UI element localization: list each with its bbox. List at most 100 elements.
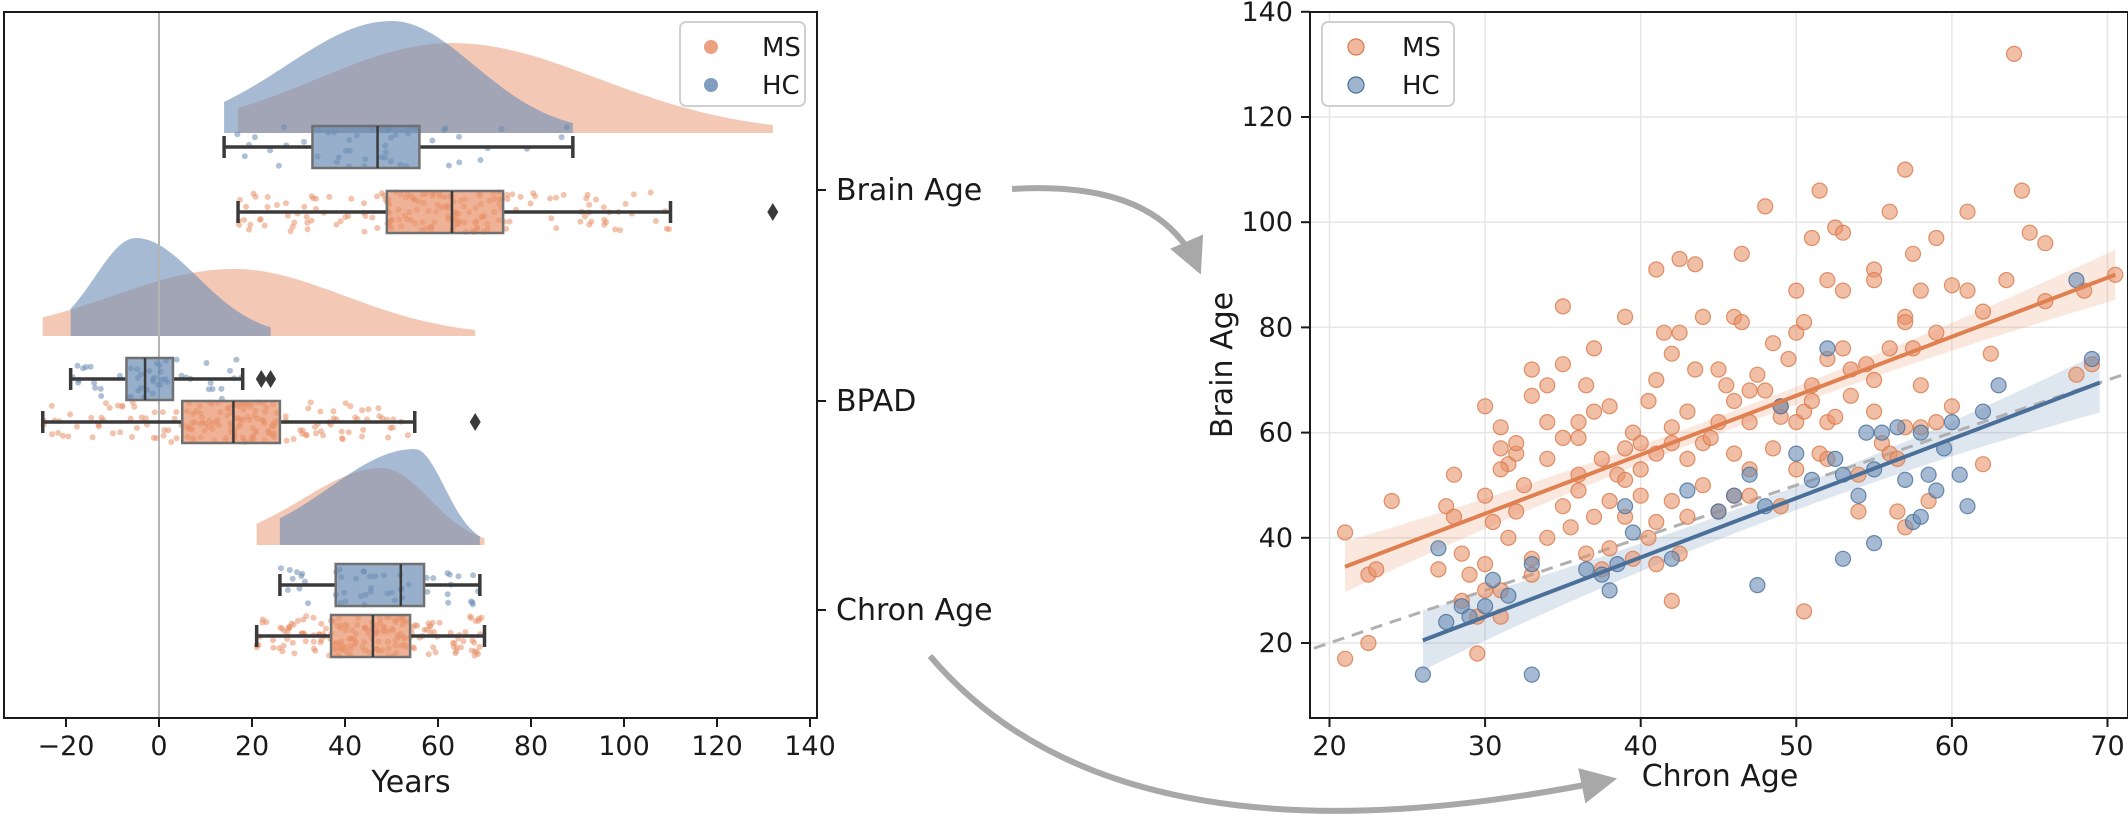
scatter-point-ms (1601, 398, 1618, 415)
jitter-point-ms (274, 202, 280, 208)
scatter-point-ms (1928, 324, 1945, 341)
jitter-point-hc (455, 573, 462, 580)
jitter-point-ms (432, 649, 439, 656)
box-plots (41, 124, 779, 659)
jitter-point-ms (532, 193, 539, 200)
scatter-point-hc (1912, 508, 1929, 525)
box-hc-2 (334, 562, 426, 608)
jitter-point-ms (49, 431, 55, 438)
scatter-point-ms (1718, 377, 1735, 394)
jitter-point-ms (317, 408, 324, 415)
jitter-point-ms (281, 628, 288, 634)
category-labels: Brain Age BPAD Chron Age (817, 173, 993, 628)
jitter-point-hc (563, 124, 570, 131)
scatter-point-hc (1500, 587, 1517, 604)
jitter-point-hc (445, 162, 452, 169)
scatter-point-ms (1679, 450, 1696, 467)
jitter-point-ms (584, 191, 591, 198)
jitter-point-ms (161, 427, 168, 434)
scatter-point-ms (1469, 645, 1486, 662)
scatter-point-hc (1928, 482, 1945, 499)
category-label: Chron Age (836, 593, 993, 628)
raincloud-panel: −20 0 20 40 60 80 100 120 140 Brain Age BPAD Chron… (3, 11, 993, 800)
jitter-point-ms (291, 219, 298, 226)
scatter-point-ms (1648, 513, 1665, 531)
scatter-point-ms (1764, 440, 1782, 457)
jitter-point-ms (302, 638, 309, 645)
scatter-point-ms (1733, 245, 1750, 262)
scatter-point-ms (1593, 450, 1610, 467)
scatter-point-ms (1336, 650, 1354, 667)
jitter-point-ms (338, 428, 345, 435)
scatter-point-ms (1383, 492, 1400, 510)
scatter-point-ms (1897, 314, 1914, 331)
scatter-point-ms (1725, 392, 1743, 410)
jitter-point-ms (447, 629, 454, 636)
jitter-point-ms (236, 221, 243, 228)
scatter-panel: 20 30 40 50 60 70 20 40 60 80 100 120 140 Chron Age… (1205, 0, 2128, 794)
jitter-point-ms (119, 403, 126, 410)
scatter-point-ms (1663, 592, 1680, 610)
scatter-point-ms (1554, 429, 1572, 446)
scatter-point-ms (1632, 487, 1649, 504)
jitter-point-hc (98, 393, 105, 399)
scatter-point-ms (1974, 303, 1992, 320)
jitter-point-ms (647, 189, 654, 196)
jitter-point-ms (527, 200, 534, 207)
jitter-point-ms (601, 216, 608, 223)
category-label: Brain Age (836, 173, 982, 208)
scatter-point-hc (1725, 487, 1743, 504)
scatter-point-ms (1788, 282, 1805, 299)
right-y-axis-label: Brain Age (1205, 292, 1240, 438)
jitter-point-hc (227, 367, 233, 374)
jitter-point-ms (427, 629, 434, 636)
scatter-point-hc (1616, 498, 1634, 515)
jitter-point-ms (517, 193, 524, 200)
jitter-point-ms (102, 400, 109, 407)
scatter-point-ms (1881, 340, 1898, 357)
scatter-point-hc (1920, 466, 1937, 483)
scatter-point-ms (1687, 361, 1704, 378)
jitter-point-ms (89, 434, 96, 441)
scatter-point-ms (1912, 377, 1929, 394)
jitter-point-hc (251, 134, 258, 141)
scatter-point-hc (1624, 524, 1642, 541)
jitter-point-ms (279, 648, 286, 655)
scatter-point-ms (1943, 398, 1961, 415)
scatter-point-ms (1671, 324, 1688, 341)
outlier-marker (255, 370, 267, 388)
jitter-point-ms (429, 619, 436, 626)
scatter-point-hc (2083, 350, 2100, 368)
scatter-point-ms (1554, 498, 1572, 515)
jitter-point-ms (365, 406, 372, 413)
scatter-point-ms (1539, 414, 1556, 431)
jitter-point-hc (218, 385, 225, 392)
jitter-point-ms (404, 432, 411, 439)
scatter-point-ms (1578, 377, 1595, 394)
jitter-point-ms (277, 624, 284, 631)
jitter-point-ms (478, 614, 485, 621)
jitter-point-ms (450, 639, 456, 646)
legend-marker-ms (1347, 38, 1365, 56)
jitter-point-hc (87, 363, 94, 370)
jitter-point-ms (376, 413, 383, 420)
scatter-point-ms (1508, 503, 1525, 520)
jitter-point-ms (347, 403, 354, 410)
jitter-point-ms (263, 619, 270, 626)
x-tick-label: 60 (421, 731, 455, 762)
scatter-point-ms (1632, 435, 1649, 452)
jitter-point-ms (305, 405, 312, 412)
scatter-point-ms (2068, 366, 2085, 383)
jitter-point-hc (83, 364, 89, 370)
jitter-point-ms (339, 436, 346, 443)
jitter-point-ms (283, 200, 289, 207)
scatter-point-ms (1492, 419, 1509, 436)
jitter-point-ms (369, 214, 376, 221)
y-tick-label: 80 (1259, 312, 1293, 343)
scatter-point-ms (1640, 529, 1657, 546)
scatter-point-ms (2037, 235, 2054, 252)
jitter-point-hc (298, 573, 305, 579)
left-plot-frame (3, 11, 818, 719)
jitter-point-ms (303, 213, 310, 220)
scatter-point-hc (1523, 666, 1540, 683)
